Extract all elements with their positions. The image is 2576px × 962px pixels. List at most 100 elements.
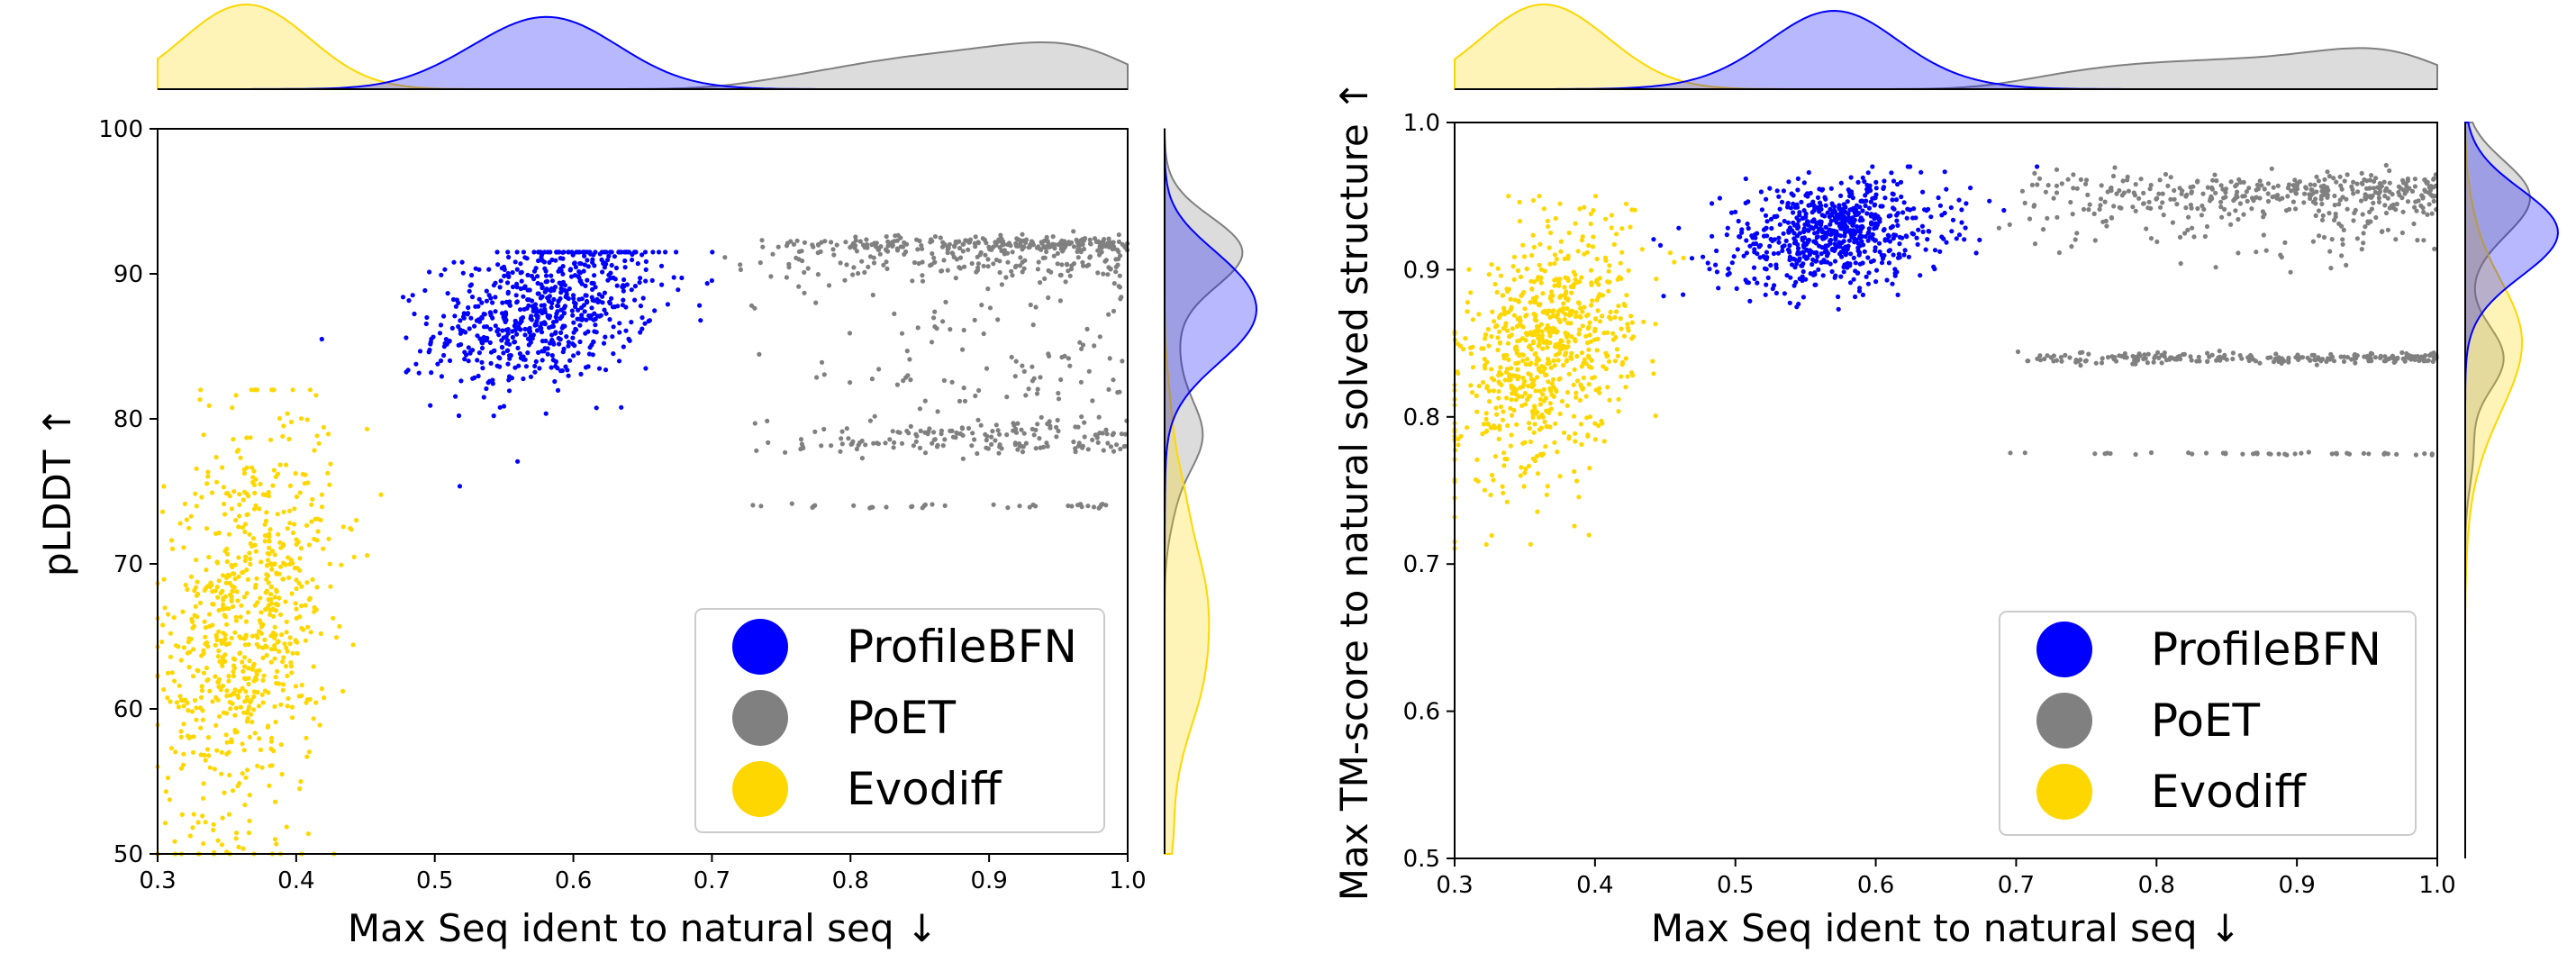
point-evodiff — [237, 781, 242, 786]
point-evodiff — [215, 654, 221, 659]
x-tick-label: 0.5 — [1717, 872, 1754, 899]
point-poet — [818, 249, 823, 254]
point-profilebfn — [465, 312, 470, 317]
point-poet — [1057, 298, 1063, 304]
point-evodiff — [1585, 312, 1591, 317]
point-poet — [1020, 363, 1025, 368]
point-profilebfn — [522, 332, 528, 338]
point-profilebfn — [584, 317, 589, 322]
point-profilebfn — [540, 286, 545, 291]
point-poet — [1021, 431, 1027, 436]
point-evodiff — [223, 732, 229, 738]
point-evodiff — [265, 558, 271, 563]
point-profilebfn — [521, 294, 526, 299]
point-evodiff — [1566, 434, 1572, 440]
point-evodiff — [1489, 472, 1495, 478]
point-poet — [2261, 214, 2266, 220]
point-evodiff — [1468, 351, 1474, 357]
point-poet — [939, 431, 944, 437]
point-profilebfn — [469, 272, 475, 278]
point-evodiff — [1529, 286, 1535, 292]
point-poet — [1082, 434, 1087, 440]
point-evodiff — [1582, 204, 1587, 210]
point-profilebfn — [1915, 241, 1920, 247]
point-evodiff — [1492, 324, 1499, 330]
point-poet — [1067, 363, 1073, 368]
point-evodiff — [162, 821, 168, 826]
point-evodiff — [203, 625, 208, 631]
point-evodiff — [227, 573, 232, 578]
point-evodiff — [328, 584, 333, 589]
point-evodiff — [231, 489, 237, 495]
point-evodiff — [222, 636, 228, 641]
point-profilebfn — [1860, 208, 1865, 213]
point-profilebfn — [1836, 294, 1841, 300]
point-poet — [2244, 189, 2249, 195]
point-profilebfn — [560, 323, 566, 329]
point-poet — [1063, 279, 1068, 285]
point-profilebfn — [456, 323, 461, 330]
point-profilebfn — [539, 321, 544, 326]
point-poet — [2363, 196, 2368, 202]
point-poet — [1042, 276, 1048, 281]
point-poet — [957, 245, 963, 251]
point-profilebfn — [1944, 186, 1949, 192]
point-profilebfn — [512, 327, 518, 332]
point-evodiff — [246, 666, 251, 671]
point-poet — [2124, 355, 2129, 360]
y-axis-label: pLDDT ↑ — [35, 406, 79, 576]
point-evodiff — [1505, 328, 1510, 333]
point-profilebfn — [484, 386, 489, 392]
point-poet — [2265, 198, 2272, 204]
point-profilebfn — [1918, 273, 1923, 278]
point-evodiff — [1559, 398, 1565, 404]
series-evodiff — [1452, 194, 1686, 551]
point-profilebfn — [603, 250, 609, 255]
point-evodiff — [1501, 356, 1507, 361]
point-evodiff — [205, 474, 211, 479]
point-poet — [2322, 177, 2327, 182]
point-evodiff — [1570, 309, 1575, 314]
point-poet — [892, 311, 897, 316]
point-evodiff — [258, 481, 263, 487]
point-poet — [1062, 239, 1067, 244]
point-poet — [2172, 196, 2177, 202]
point-evodiff — [1474, 476, 1479, 483]
point-profilebfn — [1763, 213, 1769, 218]
point-poet — [2382, 203, 2388, 208]
point-poet — [916, 260, 921, 267]
point-evodiff — [1547, 401, 1553, 406]
point-profilebfn — [1895, 211, 1900, 216]
point-evodiff — [193, 491, 198, 496]
point-evodiff — [1557, 319, 1563, 324]
point-evodiff — [226, 749, 231, 755]
point-profilebfn — [558, 256, 563, 261]
point-profilebfn — [1800, 250, 1806, 255]
point-profilebfn — [1959, 207, 1964, 213]
point-poet — [834, 242, 839, 248]
point-profilebfn — [567, 268, 573, 273]
point-poet — [1055, 250, 1060, 256]
point-evodiff — [1509, 366, 1514, 371]
point-profilebfn — [576, 250, 582, 255]
point-evodiff — [208, 580, 213, 585]
point-poet — [961, 327, 966, 333]
x-tick-label: 1.0 — [1109, 867, 1146, 894]
point-poet — [2385, 195, 2390, 201]
point-profilebfn — [490, 377, 495, 383]
point-poet — [875, 441, 882, 447]
point-poet — [2314, 362, 2319, 368]
point-profilebfn — [1795, 176, 1800, 181]
point-poet — [2362, 177, 2367, 183]
point-poet — [997, 269, 1002, 276]
point-evodiff — [1576, 331, 1582, 337]
point-profilebfn — [1803, 277, 1809, 282]
point-poet — [788, 239, 794, 244]
y-tick-label: 50 — [113, 841, 143, 868]
point-poet — [1023, 440, 1029, 446]
point-profilebfn — [505, 348, 511, 353]
point-poet — [1102, 259, 1108, 264]
point-evodiff — [1551, 358, 1556, 363]
point-poet — [1034, 391, 1040, 396]
point-evodiff — [186, 665, 192, 670]
